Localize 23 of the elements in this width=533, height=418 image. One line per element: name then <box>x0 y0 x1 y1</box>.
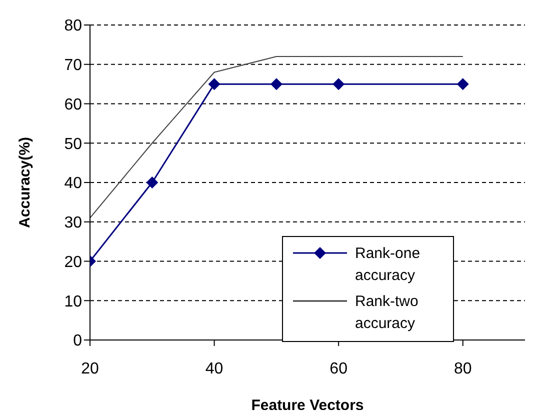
point <box>456 78 469 90</box>
line-series <box>90 56 464 218</box>
y-tick-label: 40 <box>64 175 82 192</box>
y-tick-label: 70 <box>64 57 82 74</box>
legend-label: Rank-two accuracy <box>355 292 420 334</box>
point <box>332 78 345 90</box>
y-tick-label: 60 <box>64 96 82 114</box>
x-tick-label: 20 <box>81 360 99 378</box>
y-tick-label: 80 <box>64 18 82 35</box>
x-axis-title: Feature Vectors <box>251 397 364 414</box>
x-tick-label: 60 <box>330 360 348 378</box>
x-tick-label: 40 <box>205 360 224 378</box>
y-tick-label: 10 <box>64 293 82 310</box>
y-tick-label: 30 <box>64 214 82 232</box>
legend-label: Rank-one accuracy <box>355 244 422 286</box>
y-axis-title: Accuracy(%) <box>16 137 34 228</box>
point <box>270 78 282 90</box>
y-tick-label: 20 <box>64 254 82 271</box>
y-tick-label: 0 <box>73 332 82 350</box>
x-tick-label: 80 <box>454 360 472 378</box>
point <box>208 78 220 90</box>
point <box>146 176 158 188</box>
y-tick-label: 50 <box>64 136 82 153</box>
